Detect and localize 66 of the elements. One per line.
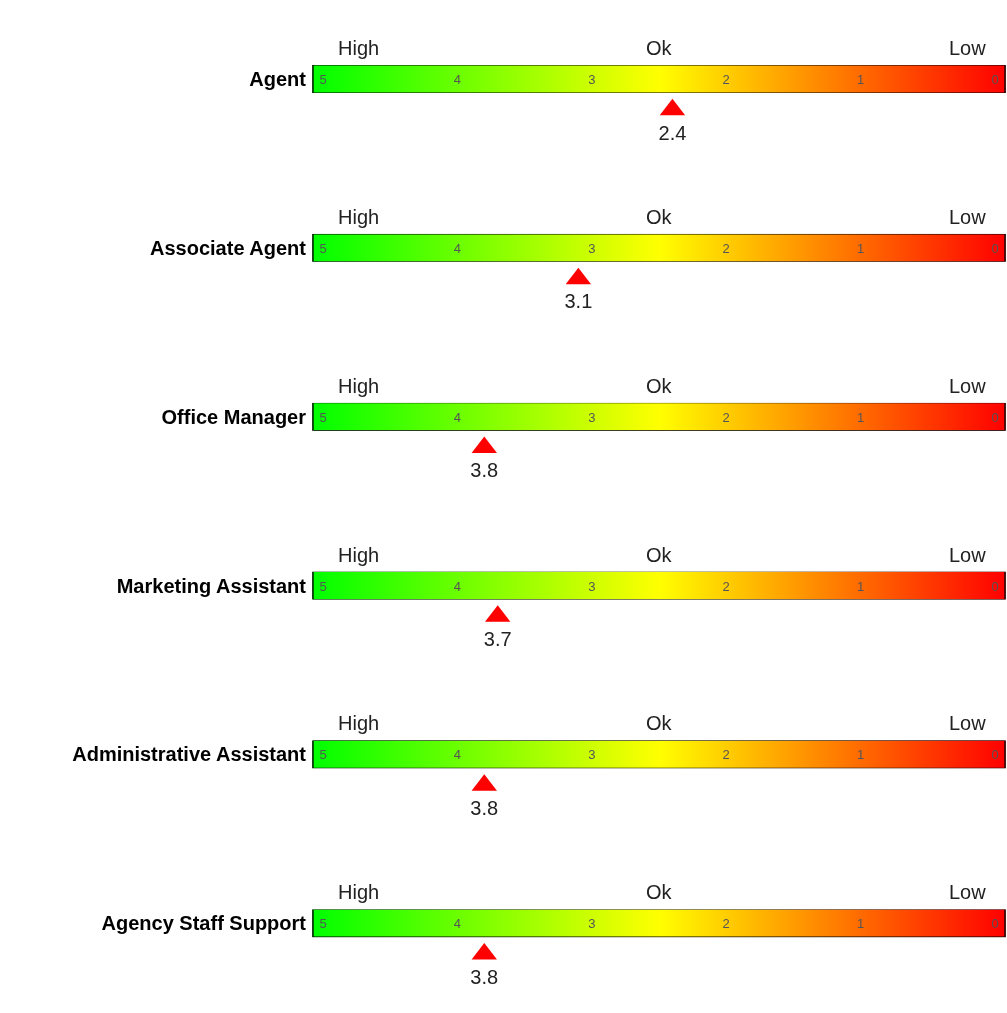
- y-tick-label: Agent: [249, 68, 307, 90]
- x-tick-label: 3: [588, 240, 596, 256]
- x-tick-label: 5: [319, 916, 327, 932]
- x-tick-label: 2: [722, 409, 730, 425]
- y-tick-label: Associate Agent: [150, 236, 307, 259]
- y-tick-label: Marketing Assistant: [116, 574, 307, 597]
- x-tick-label: 4: [453, 578, 462, 594]
- x-tick-label: 2: [722, 747, 730, 763]
- x-tick-label: 5: [319, 72, 327, 87]
- y-tick-label: Office Manager: [161, 405, 307, 428]
- x-tick-label: 1: [856, 409, 865, 425]
- x-tick-label: 0: [991, 72, 999, 87]
- x-tick-label: 0: [991, 747, 999, 763]
- data-label: 3.8: [470, 796, 499, 819]
- annotation: High: [338, 375, 380, 397]
- x-tick-label: 0: [991, 916, 999, 932]
- x-tick-label: 5: [319, 409, 327, 425]
- x-tick-label: 1: [856, 72, 865, 87]
- annotation: Low: [949, 375, 987, 397]
- annotation: Low: [949, 544, 987, 566]
- x-tick-label: 2: [722, 578, 730, 594]
- x-tick-label: 5: [319, 578, 327, 594]
- x-tick-label: 3: [588, 747, 596, 763]
- x-tick-label: 4: [453, 72, 462, 87]
- annotation: High: [338, 206, 380, 228]
- annotation: Low: [949, 712, 987, 734]
- y-tick-label: Administrative Assistant: [72, 743, 307, 766]
- x-tick-label: 1: [856, 240, 865, 256]
- data-label: 3.8: [470, 459, 499, 482]
- annotation: High: [338, 712, 380, 734]
- annotation: High: [338, 544, 380, 566]
- x-tick-label: 3: [588, 409, 596, 425]
- x-tick-label: 2: [722, 916, 730, 932]
- x-tick-label: 0: [991, 409, 999, 425]
- annotation: Ok: [646, 375, 673, 397]
- annotation: Ok: [646, 37, 673, 59]
- x-tick-label: 1: [856, 916, 865, 932]
- data-label: 3.1: [564, 290, 593, 313]
- x-tick-label: 5: [319, 747, 327, 763]
- x-tick-label: 3: [588, 72, 596, 87]
- data-label: 3.8: [470, 965, 499, 988]
- x-tick-label: 5: [319, 240, 327, 256]
- x-tick-label: 4: [453, 409, 462, 425]
- data-label: 3.7: [483, 628, 512, 651]
- x-tick-label: 2: [722, 72, 730, 87]
- x-tick-label: 2: [722, 240, 730, 256]
- annotation: Low: [949, 37, 987, 59]
- x-tick-label: 1: [856, 578, 865, 594]
- annotation: Low: [949, 206, 987, 228]
- x-tick-label: 4: [453, 747, 462, 763]
- x-tick-label: 0: [991, 240, 999, 256]
- x-tick-label: 3: [588, 578, 596, 594]
- annotation: Ok: [646, 544, 673, 566]
- x-tick-label: 0: [991, 578, 999, 594]
- x-tick-label: 1: [856, 747, 865, 763]
- annotation: High: [338, 881, 380, 903]
- y-tick-label: Agency Staff Support: [101, 912, 307, 935]
- data-label: 2.4: [658, 121, 687, 144]
- x-tick-label: 3: [588, 916, 596, 932]
- annotation: Ok: [646, 712, 673, 734]
- annotation: Ok: [646, 881, 673, 903]
- annotation: Ok: [646, 206, 673, 228]
- annotation: Low: [949, 881, 987, 903]
- x-tick-label: 4: [453, 916, 462, 932]
- annotation: High: [338, 37, 380, 59]
- x-tick-label: 4: [453, 240, 462, 256]
